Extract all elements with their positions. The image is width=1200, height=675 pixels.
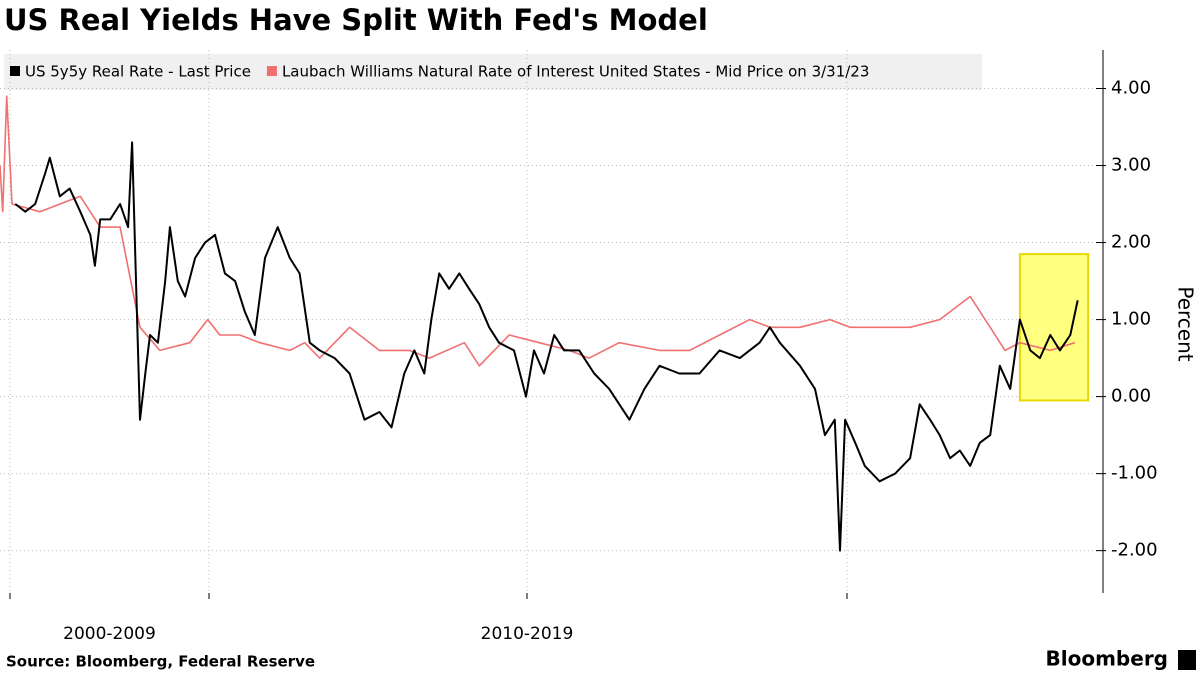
legend-label: US 5y5y Real Rate - Last Price [25,63,251,81]
y-tick-label: 3.00 [1111,155,1151,176]
legend-swatch [266,66,277,76]
y-tick-label: -1.00 [1111,463,1158,484]
highlight-box [1018,253,1090,402]
series-line [0,95,1076,367]
y-tick-label: 2.00 [1111,232,1151,253]
y-tick-label: 4.00 [1111,78,1151,99]
y-axis-label: Percent [1174,286,1198,361]
chart-title: US Real Yields Have Split With Fed's Mod… [4,3,708,37]
series-line [14,141,1079,552]
source: Source: Bloomberg, Federal Reserve [6,653,315,671]
y-tick-label: -2.00 [1111,540,1158,561]
x-period-label: 2000-2009 [63,624,156,644]
legend-label: Laubach Williams Natural Rate of Interes… [282,63,869,81]
brand: Bloomberg [1046,647,1168,671]
legend-swatch [10,66,20,76]
brand-icon [1178,650,1196,670]
x-period-label: 2010-2019 [481,624,574,644]
legend-background [4,54,982,90]
y-tick-label: 1.00 [1111,309,1151,330]
y-tick-label: 0.00 [1111,386,1151,407]
